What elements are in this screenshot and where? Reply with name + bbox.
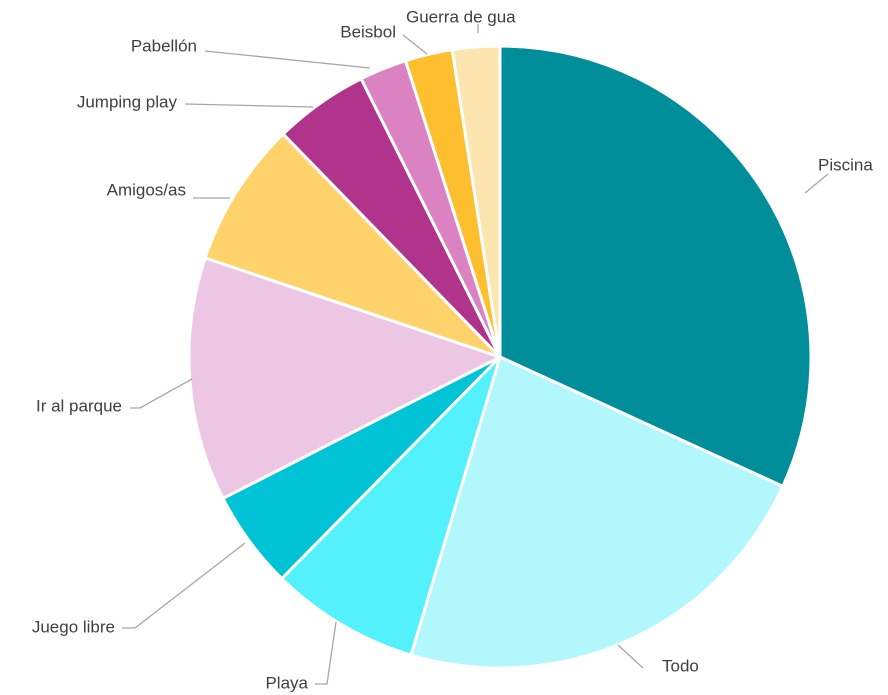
slice-label: Ir al parque [36,396,122,415]
leader-line [130,378,193,409]
leader-line [804,173,829,194]
data-labels: Piscina Todo Playa Juego libre Ir al parque A… [32,7,874,692]
slice-label: Playa [265,673,308,692]
slice-label: Juego libre [32,617,115,636]
slice-label: Guerra de gua [406,7,516,26]
leader-line [122,542,246,629]
slice-label: Pabellón [131,36,197,55]
pie-slice [498,44,813,488]
leader-line [402,34,428,55]
slice-label: Amigos/as [107,180,186,199]
pie-slice [450,44,502,359]
pie-slice [409,355,785,670]
slice-label: Piscina [818,155,873,174]
pie-slices [187,44,813,670]
pie-slice [203,132,502,359]
leader-line [315,621,337,685]
slice-label: Todo [662,656,699,675]
slice-label: Beisbol [340,22,396,41]
leader-line [184,103,314,108]
leader-line [617,644,644,669]
pie-slice [280,355,502,657]
leader-lines [122,24,829,685]
slice-label: Jumping play [77,92,178,111]
leader-line [204,50,371,69]
